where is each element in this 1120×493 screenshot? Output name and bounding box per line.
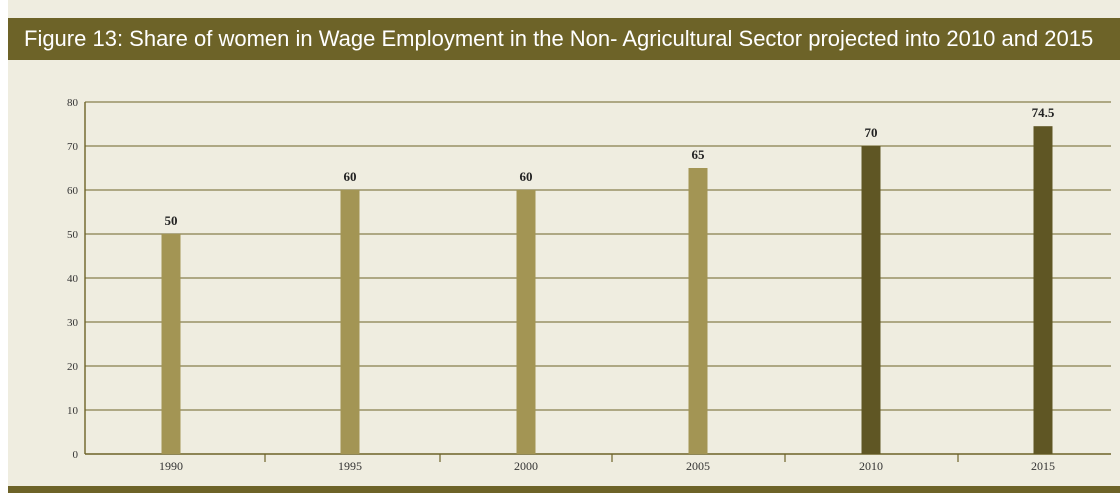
- x-tick-label-1990: 1990: [159, 459, 183, 473]
- x-tick-label-2010: 2010: [859, 459, 883, 473]
- bar-1990: [161, 234, 181, 454]
- data-label-2005: 65: [692, 147, 706, 162]
- data-label-1995: 60: [344, 169, 357, 184]
- figure-frame: Figure 13: Share of women in Wage Employ…: [8, 0, 1120, 493]
- y-tick-label-70: 70: [67, 141, 79, 153]
- y-tick-label-80: 80: [67, 97, 79, 109]
- data-label-1990: 50: [165, 213, 178, 228]
- y-tick-label-40: 40: [67, 273, 79, 285]
- bar-2000: [516, 190, 536, 454]
- bar-2005: [688, 168, 708, 454]
- y-tick-label-0: 0: [73, 449, 79, 461]
- data-label-2010: 70: [865, 125, 878, 140]
- y-tick-label-60: 60: [67, 185, 79, 197]
- bar-chart: 0 10 20 30 40 50 60 70 80 50 1990 60 1995 60 2000 65 200…: [67, 97, 1111, 473]
- bottom-band: [8, 486, 1120, 493]
- y-tick-label-50: 50: [67, 229, 79, 241]
- y-tick-label-20: 20: [67, 361, 79, 373]
- x-tick-label-2015: 2015: [1031, 459, 1055, 473]
- y-tick-label-30: 30: [67, 317, 79, 329]
- bar-2010: [861, 146, 881, 454]
- y-tick-label-10: 10: [67, 405, 79, 417]
- x-tick-label-2005: 2005: [686, 459, 710, 473]
- data-label-2000: 60: [520, 169, 533, 184]
- data-label-2015: 74.5: [1032, 105, 1055, 120]
- figure-title-bar: Figure 13: Share of women in Wage Employ…: [8, 18, 1120, 60]
- bar-1995: [340, 190, 360, 454]
- bar-2015: [1033, 126, 1053, 454]
- x-tick-label-2000: 2000: [514, 459, 538, 473]
- figure-title: Figure 13: Share of women in Wage Employ…: [24, 26, 1094, 51]
- x-tick-label-1995: 1995: [338, 459, 362, 473]
